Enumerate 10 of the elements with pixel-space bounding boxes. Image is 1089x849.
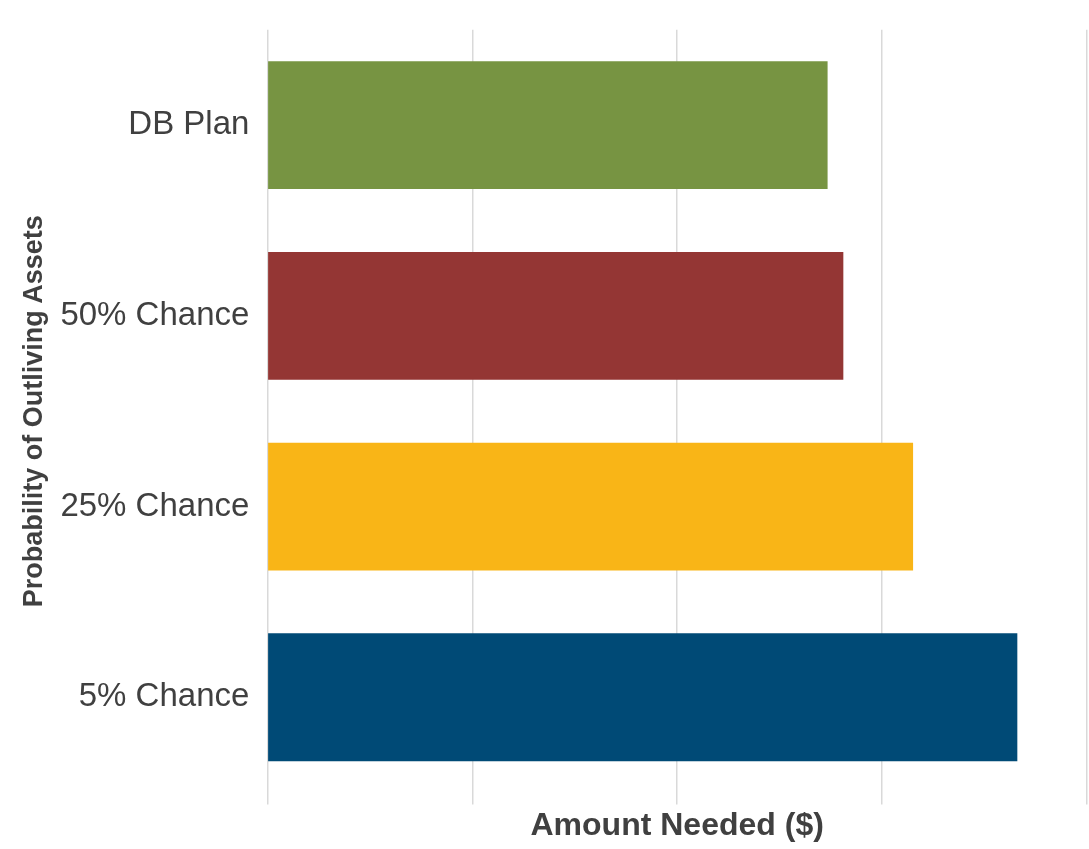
y-tick-label: 50% Chance <box>60 294 250 332</box>
bar <box>268 633 1018 762</box>
y-tick-label: 5% Chance <box>78 676 250 714</box>
bar <box>268 251 844 380</box>
y-tick-label: DB Plan <box>128 104 250 142</box>
bar <box>268 442 914 571</box>
y-tick-label: 25% Chance <box>60 485 250 523</box>
bar <box>268 61 828 190</box>
y-axis-title: Probability of Outliving Assets <box>17 215 48 608</box>
x-axis-title: Amount Needed ($) <box>530 805 824 842</box>
